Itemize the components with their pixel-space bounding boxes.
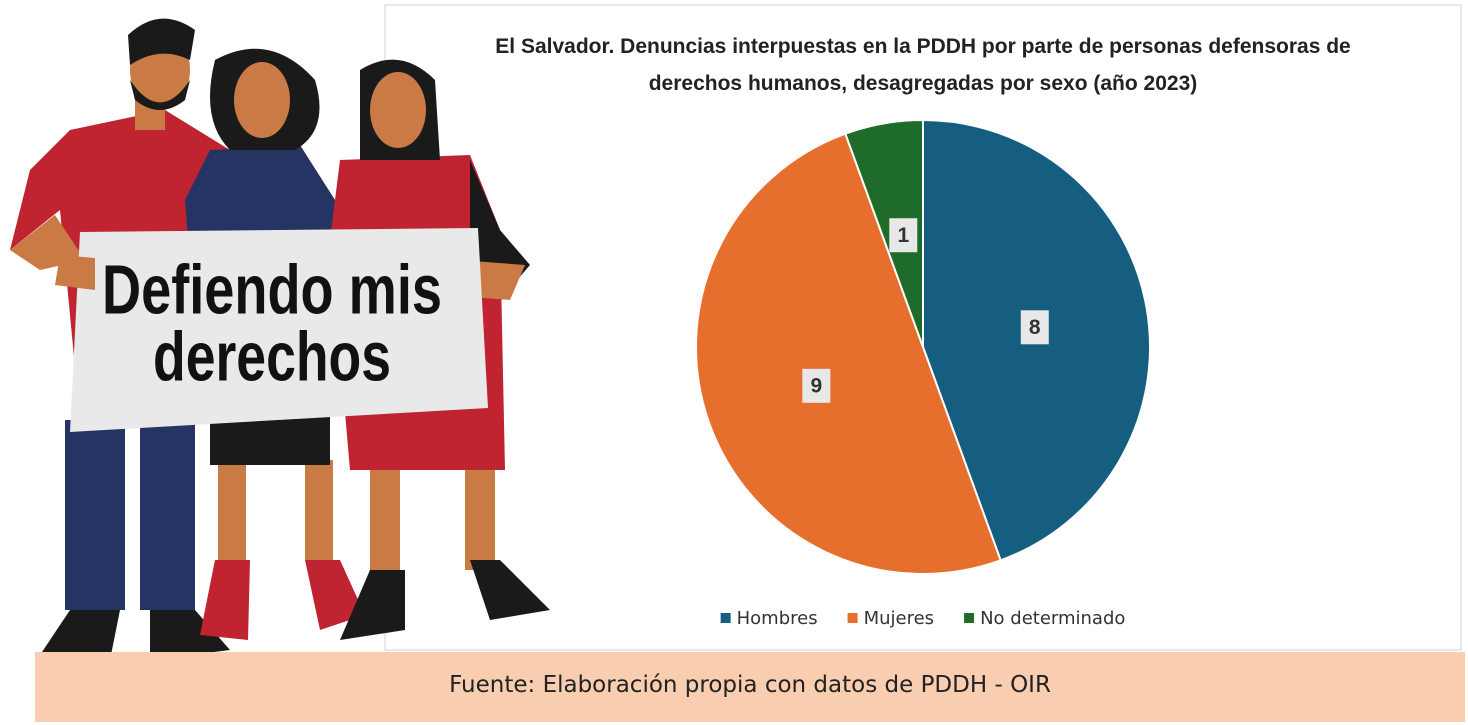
data-label: 9 <box>811 374 823 397</box>
chart-title: El Salvador. Denuncias interpuestas en l… <box>470 28 1376 102</box>
legend-swatch <box>848 613 858 623</box>
data-label: 1 <box>897 224 909 247</box>
footer: Fuente: Elaboración propia con datos de … <box>35 652 1465 722</box>
legend-swatch <box>964 613 974 623</box>
legend-label: No determinado <box>980 608 1125 629</box>
sign-text: derechos <box>153 317 391 395</box>
chart: Defiendo mis derechos 891HombresMujeresN… <box>0 0 1468 725</box>
legend-label: Hombres <box>737 608 818 629</box>
page: Defiendo mis derechos 891HombresMujeresN… <box>0 0 1468 725</box>
data-label: 8 <box>1029 316 1041 339</box>
legend-swatch <box>721 613 731 623</box>
source-note: Fuente: Elaboración propia con datos de … <box>35 672 1465 698</box>
legend-label: Mujeres <box>864 608 934 629</box>
